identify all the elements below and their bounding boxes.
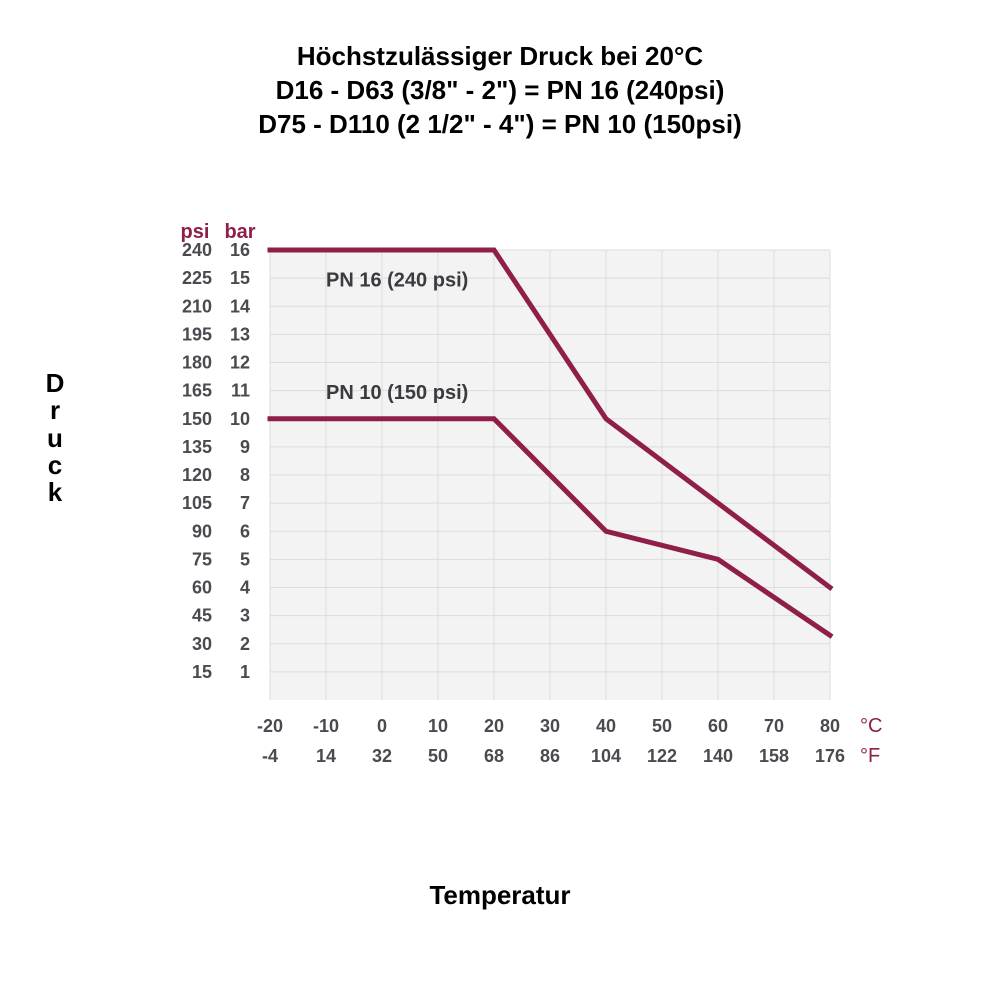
svg-text:40: 40 (596, 716, 616, 736)
svg-text:15: 15 (230, 268, 250, 288)
svg-text:20: 20 (484, 716, 504, 736)
svg-text:180: 180 (182, 353, 212, 373)
svg-text:50: 50 (428, 746, 448, 766)
svg-text:-20: -20 (257, 716, 283, 736)
svg-text:45: 45 (192, 606, 212, 626)
svg-text:86: 86 (540, 746, 560, 766)
svg-text:3: 3 (240, 606, 250, 626)
svg-text:13: 13 (230, 324, 250, 344)
y-axis-title: D r u c k (40, 370, 70, 506)
svg-text:165: 165 (182, 381, 212, 401)
svg-text:32: 32 (372, 746, 392, 766)
svg-text:°C: °C (860, 715, 882, 737)
svg-text:12: 12 (230, 353, 250, 373)
svg-text:-4: -4 (262, 746, 278, 766)
svg-text:6: 6 (240, 521, 250, 541)
svg-text:30: 30 (540, 716, 560, 736)
svg-text:120: 120 (182, 465, 212, 485)
svg-text:9: 9 (240, 437, 250, 457)
svg-text:2: 2 (240, 634, 250, 654)
svg-text:240: 240 (182, 240, 212, 260)
svg-text:30: 30 (192, 634, 212, 654)
svg-text:80: 80 (820, 716, 840, 736)
svg-text:1: 1 (240, 662, 250, 682)
svg-text:°F: °F (860, 745, 880, 767)
svg-text:15: 15 (192, 662, 212, 682)
svg-text:psi: psi (181, 221, 210, 243)
svg-text:0: 0 (377, 716, 387, 736)
svg-text:7: 7 (240, 493, 250, 513)
svg-text:195: 195 (182, 324, 212, 344)
svg-text:225: 225 (182, 268, 212, 288)
svg-text:60: 60 (708, 716, 728, 736)
svg-text:176: 176 (815, 746, 845, 766)
svg-text:68: 68 (484, 746, 504, 766)
svg-text:10: 10 (230, 409, 250, 429)
pressure-temperature-chart: 1513024536047559061057120813591501016511… (140, 210, 900, 850)
svg-text:PN 16 (240 psi): PN 16 (240 psi) (326, 270, 468, 292)
svg-text:135: 135 (182, 437, 212, 457)
svg-text:bar: bar (224, 221, 255, 243)
title-line-3: D75 - D110 (2 1/2" - 4") = PN 10 (150psi… (0, 108, 1000, 142)
svg-text:14: 14 (316, 746, 336, 766)
title-block: Höchstzulässiger Druck bei 20°C D16 - D6… (0, 40, 1000, 141)
svg-text:8: 8 (240, 465, 250, 485)
svg-text:50: 50 (652, 716, 672, 736)
svg-text:4: 4 (240, 578, 250, 598)
svg-text:PN 10 (150 psi): PN 10 (150 psi) (326, 382, 468, 404)
svg-text:60: 60 (192, 578, 212, 598)
svg-text:70: 70 (764, 716, 784, 736)
title-line-2: D16 - D63 (3/8" - 2") = PN 16 (240psi) (0, 74, 1000, 108)
svg-text:-10: -10 (313, 716, 339, 736)
svg-text:122: 122 (647, 746, 677, 766)
svg-text:210: 210 (182, 296, 212, 316)
x-axis-title: Temperatur (0, 880, 1000, 911)
title-line-1: Höchstzulässiger Druck bei 20°C (0, 40, 1000, 74)
svg-text:105: 105 (182, 493, 212, 513)
chart-svg: 1513024536047559061057120813591501016511… (140, 210, 900, 850)
svg-text:75: 75 (192, 549, 212, 569)
svg-text:140: 140 (703, 746, 733, 766)
svg-text:104: 104 (591, 746, 621, 766)
svg-text:5: 5 (240, 549, 250, 569)
svg-text:150: 150 (182, 409, 212, 429)
svg-text:16: 16 (230, 240, 250, 260)
svg-text:158: 158 (759, 746, 789, 766)
svg-text:10: 10 (428, 716, 448, 736)
svg-text:11: 11 (231, 381, 250, 401)
svg-text:14: 14 (230, 296, 250, 316)
svg-text:90: 90 (192, 521, 212, 541)
